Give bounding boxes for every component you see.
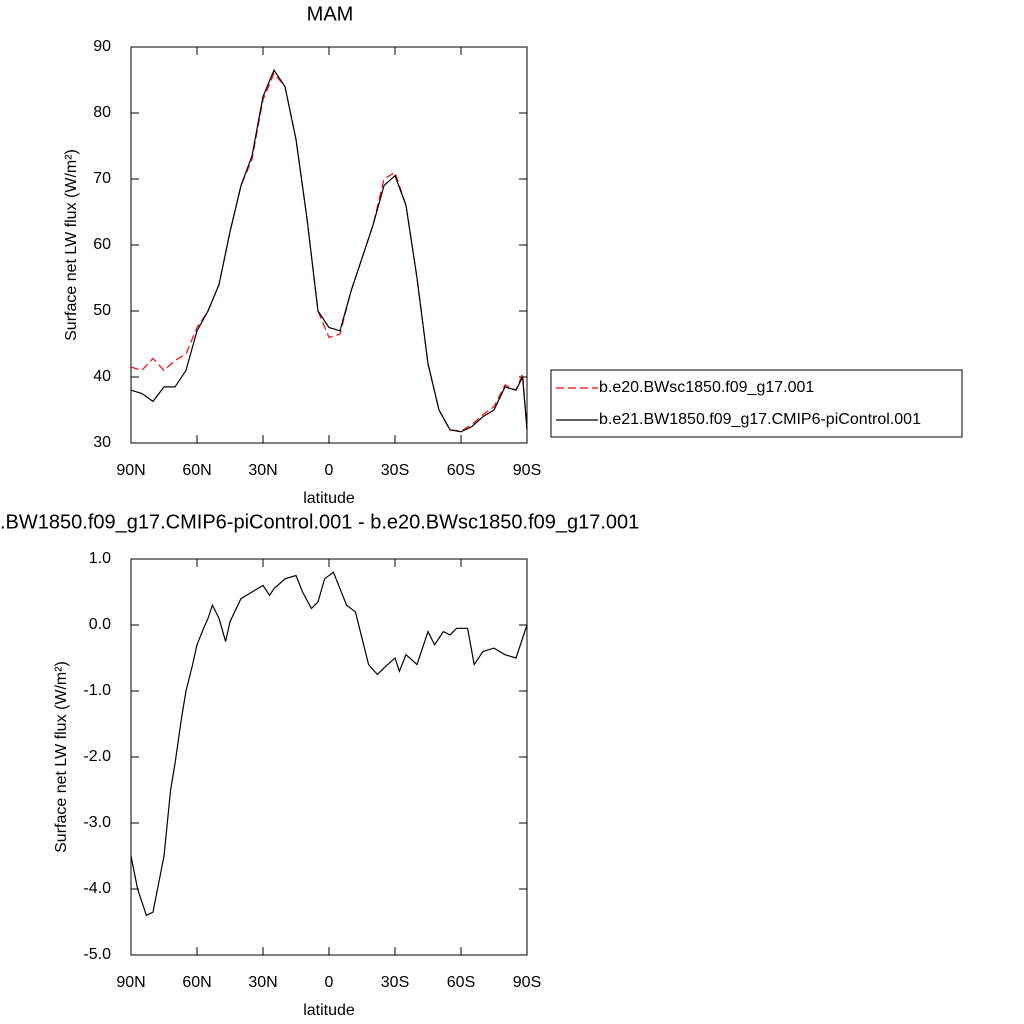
y-tick-label: 60	[93, 236, 111, 253]
y-tick-label: -2.0	[83, 748, 111, 765]
data-line	[130, 68, 528, 433]
data-line	[130, 571, 528, 917]
y-tick-label: 90	[93, 38, 111, 55]
x-tick-label: 60S	[447, 974, 475, 991]
x-tick-label: 60S	[447, 462, 475, 479]
y-tick-label: -4.0	[83, 880, 111, 897]
x-tick-label: 30S	[381, 974, 409, 991]
legend-box	[550, 369, 963, 438]
x-axis-label: latitude	[303, 1002, 355, 1019]
x-tick-label: 0	[325, 462, 334, 479]
y-axis-label: Surface net LW flux (W/m²)	[53, 661, 70, 853]
x-tick-label: 60N	[182, 974, 211, 991]
x-axis-label: latitude	[303, 490, 355, 507]
plot-frame	[130, 558, 528, 956]
y-tick-label: -5.0	[83, 946, 111, 963]
chart-title: .BW1850.f09_g17.CMIP6-piControl.001 - b.…	[0, 511, 639, 533]
y-tick-label: 50	[93, 302, 111, 319]
y-tick-label: 30	[93, 434, 111, 451]
y-tick-label: 0.0	[89, 616, 111, 633]
y-tick-label: -3.0	[83, 814, 111, 831]
x-tick-label: 60N	[182, 462, 211, 479]
y-tick-label: 1.0	[89, 550, 111, 567]
plot-frame	[130, 46, 528, 444]
y-tick-label: 80	[93, 104, 111, 121]
x-tick-label: 90S	[513, 974, 541, 991]
legend-label: b.e20.BWsc1850.f09_g17.001	[599, 379, 814, 396]
x-tick-label: 90N	[116, 974, 145, 991]
x-tick-label: 30S	[381, 462, 409, 479]
x-tick-label: 90S	[513, 462, 541, 479]
x-tick-label: 30N	[248, 974, 277, 991]
legend-label: b.e21.BW1850.f09_g17.CMIP6-piControl.001	[599, 411, 921, 428]
y-axis-label: Surface net LW flux (W/m²)	[63, 149, 80, 341]
x-tick-label: 0	[325, 974, 334, 991]
y-tick-label: 70	[93, 170, 111, 187]
chart-title: MAM	[307, 3, 354, 25]
data-line	[130, 72, 528, 432]
x-tick-label: 90N	[116, 462, 145, 479]
x-tick-label: 30N	[248, 462, 277, 479]
y-tick-label: -1.0	[83, 682, 111, 699]
y-tick-label: 40	[93, 368, 111, 385]
